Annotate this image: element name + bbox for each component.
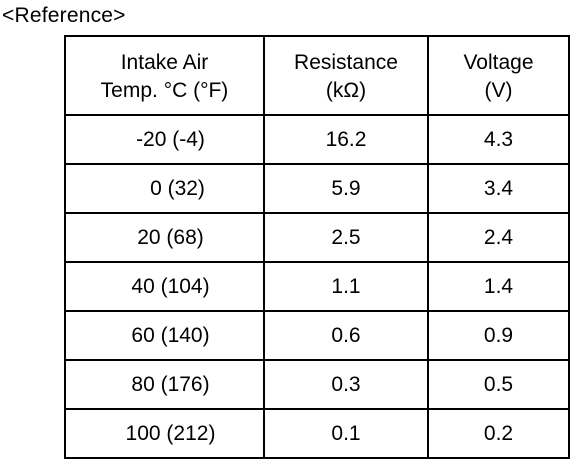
voltage-cell: 3.4 [427, 163, 570, 214]
voltage-cell: 0.9 [427, 310, 570, 361]
temp-cell: 80 (176) [64, 359, 265, 410]
header-intake-air-temp: Intake Air Temp. °C (°F) [64, 35, 265, 116]
resistance-cell: 5.9 [263, 163, 429, 214]
table-row: 40 (104) 1.1 1.4 [64, 261, 570, 312]
reference-caption: <Reference> [2, 4, 126, 27]
header-label-line: (V) [484, 78, 513, 102]
header-label-line: Voltage [463, 50, 534, 74]
resistance-cell: 1.1 [263, 261, 429, 312]
temp-cell: 40 (104) [64, 261, 265, 312]
resistance-cell: 0.1 [263, 408, 429, 459]
resistance-cell: 16.2 [263, 114, 429, 165]
temp-cell: 0 (32) [64, 163, 265, 214]
voltage-cell: 4.3 [427, 114, 570, 165]
reference-table: Intake Air Temp. °C (°F) Resistance (kΩ)… [64, 35, 570, 459]
resistance-cell: 0.3 [263, 359, 429, 410]
voltage-cell: 2.4 [427, 212, 570, 263]
resistance-cell: 2.5 [263, 212, 429, 263]
resistance-cell: 0.6 [263, 310, 429, 361]
header-voltage: Voltage (V) [427, 35, 570, 116]
voltage-cell: 0.5 [427, 359, 570, 410]
table-row: 100 (212) 0.1 0.2 [64, 408, 570, 459]
table-header-row: Intake Air Temp. °C (°F) Resistance (kΩ)… [64, 35, 570, 116]
temp-cell: 20 (68) [64, 212, 265, 263]
table-row: 60 (140) 0.6 0.9 [64, 310, 570, 361]
header-label-line: Temp. °C (°F) [100, 78, 229, 102]
temp-cell: 60 (140) [64, 310, 265, 361]
table-row: -20 (-4) 16.2 4.3 [64, 114, 570, 165]
table-row: 20 (68) 2.5 2.4 [64, 212, 570, 263]
header-label-line: Resistance [294, 50, 398, 74]
voltage-cell: 1.4 [427, 261, 570, 312]
header-resistance: Resistance (kΩ) [263, 35, 429, 116]
table-row: 80 (176) 0.3 0.5 [64, 359, 570, 410]
header-label-line: (kΩ) [325, 78, 367, 102]
header-label-line: Intake Air [120, 50, 209, 74]
voltage-cell: 0.2 [427, 408, 570, 459]
temp-cell: -20 (-4) [64, 114, 265, 165]
table-row: 0 (32) 5.9 3.4 [64, 163, 570, 214]
temp-cell: 100 (212) [64, 408, 265, 459]
